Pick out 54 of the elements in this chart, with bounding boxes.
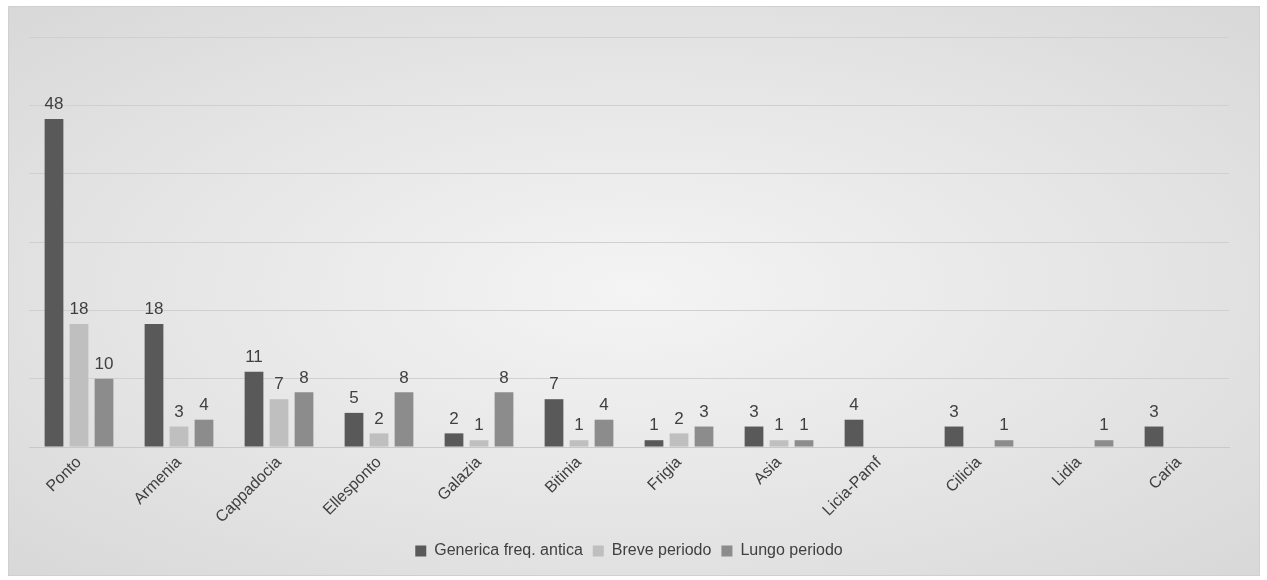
bar: [44, 119, 64, 447]
bar: [1144, 426, 1164, 447]
bar: [394, 392, 414, 447]
data-label: 2: [374, 408, 384, 428]
bar: [844, 419, 864, 447]
data-label: 8: [499, 367, 509, 387]
legend-label: Generica freq. antica: [434, 541, 583, 559]
data-label: 1: [649, 415, 659, 435]
data-label: 3: [699, 401, 709, 421]
data-label: 18: [144, 299, 164, 319]
bar: [144, 324, 164, 447]
data-label: 4: [849, 394, 859, 414]
data-label: 4: [199, 394, 209, 414]
data-label: 2: [674, 408, 684, 428]
bar: [344, 412, 364, 447]
bar: [994, 440, 1014, 447]
data-label: 48: [44, 94, 64, 114]
data-label: 1: [799, 415, 809, 435]
data-label: 8: [399, 367, 409, 387]
x-tick-label: Asia: [750, 452, 785, 488]
legend-label: Breve periodo: [611, 541, 712, 559]
bar: [1094, 440, 1114, 447]
data-label: 4: [599, 394, 609, 414]
data-label: 7: [274, 374, 284, 394]
legend-label: Lungo periodo: [740, 541, 843, 559]
bar: [494, 392, 514, 447]
bar: [794, 440, 814, 447]
data-label: 1: [1099, 415, 1109, 435]
data-label: 7: [549, 374, 559, 394]
data-label: 1: [574, 415, 584, 435]
bar: [744, 426, 764, 447]
bar: [94, 378, 114, 447]
bar: [644, 440, 664, 447]
data-label: 8: [299, 367, 309, 387]
bar: [694, 426, 714, 447]
data-label: 2: [449, 408, 459, 428]
data-label: 3: [1149, 401, 1159, 421]
data-label: 5: [349, 388, 359, 408]
bar: [544, 399, 564, 447]
bar: [594, 419, 614, 447]
bar: [444, 433, 464, 447]
bar: [294, 392, 314, 447]
data-label: 11: [245, 347, 263, 367]
data-label: 1: [474, 415, 484, 435]
bar: [944, 426, 964, 447]
bar: [194, 419, 214, 447]
data-label: 3: [949, 401, 959, 421]
data-label: 1: [774, 415, 784, 435]
bar: [244, 371, 264, 447]
data-label: 10: [94, 353, 114, 373]
data-label: 18: [69, 299, 89, 319]
data-label: 3: [174, 401, 184, 421]
data-label: 3: [749, 401, 759, 421]
data-label: 1: [999, 415, 1009, 435]
